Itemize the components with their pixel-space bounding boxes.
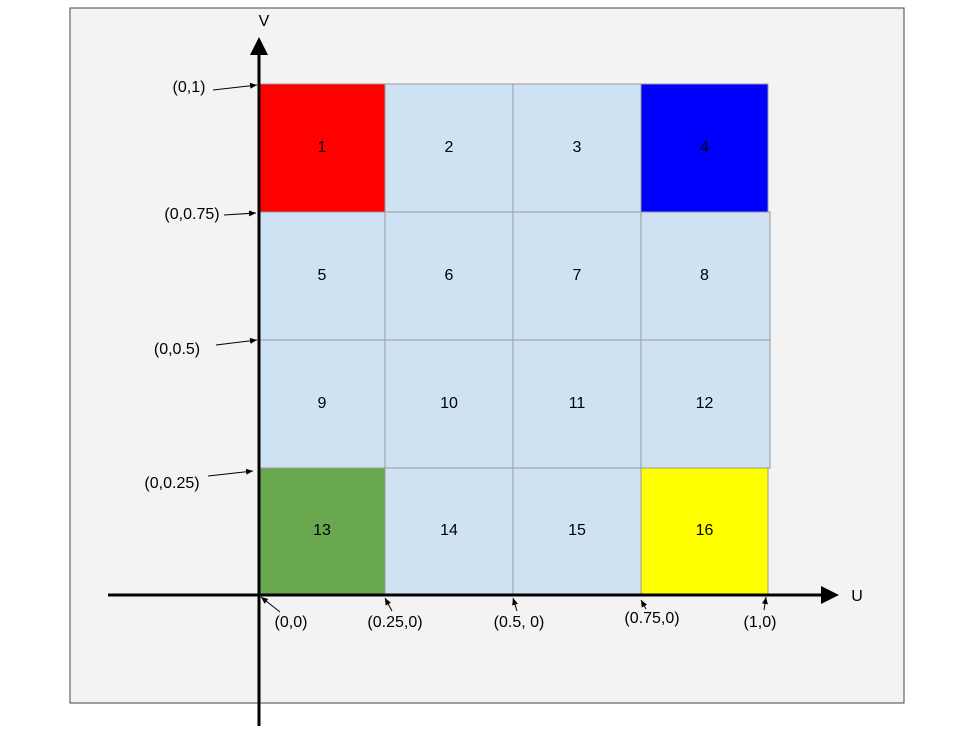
coordinate-label: (0.25,0) bbox=[367, 614, 422, 631]
cell bbox=[384, 467, 514, 595]
cell-label: 13 bbox=[313, 522, 331, 539]
cell bbox=[512, 211, 642, 341]
cell bbox=[384, 83, 514, 213]
cell-label: 14 bbox=[440, 522, 458, 539]
pointer-arrow bbox=[207, 468, 254, 477]
coordinate-label: (0,0.5) bbox=[154, 341, 200, 358]
pointer-arrow bbox=[512, 597, 518, 612]
pointer-arrow bbox=[640, 599, 648, 610]
cell bbox=[640, 467, 769, 595]
v-label: V bbox=[259, 13, 270, 30]
coordinate-labels: (0,1) (0,0.75) (0,0.5) (0,0.25) (0,0) (0.25,0… bbox=[144, 79, 776, 631]
coordinate-label: (0.5, 0) bbox=[494, 614, 545, 631]
cell-label: 16 bbox=[696, 522, 714, 539]
pointer-arrow bbox=[212, 82, 258, 91]
cell bbox=[512, 83, 642, 213]
u-label: U bbox=[851, 588, 863, 605]
cell-label: 12 bbox=[696, 395, 714, 412]
cell bbox=[258, 339, 386, 469]
cell bbox=[512, 339, 642, 469]
cell-label: 3 bbox=[573, 139, 582, 156]
pointer-arrow bbox=[215, 337, 258, 346]
coordinate-label: (0,0) bbox=[275, 614, 308, 631]
coordinate-label: (0,0.25) bbox=[144, 475, 199, 492]
cell bbox=[640, 83, 769, 213]
cell-label: 8 bbox=[700, 267, 709, 284]
cell-label: 6 bbox=[445, 267, 454, 284]
cell-label: 9 bbox=[318, 395, 327, 412]
pointer-arrow bbox=[223, 210, 257, 217]
pointer-arrow bbox=[761, 596, 768, 611]
coordinate-label: (0,1) bbox=[173, 79, 206, 96]
cell-label: 7 bbox=[573, 267, 582, 284]
cell-label: 1 bbox=[318, 139, 327, 156]
coordinate-label: (0.75,0) bbox=[624, 610, 679, 627]
cell bbox=[258, 467, 386, 595]
cell-label: 15 bbox=[568, 522, 586, 539]
cell-label: 5 bbox=[318, 267, 327, 284]
cell bbox=[512, 467, 642, 595]
cell-label: 10 bbox=[440, 395, 458, 412]
cell-label: 4 bbox=[700, 139, 709, 156]
cell bbox=[258, 83, 386, 213]
pointer-arrow bbox=[260, 596, 281, 613]
cell bbox=[258, 211, 386, 341]
coordinate-label: (0,0.75) bbox=[164, 206, 219, 223]
cell bbox=[640, 339, 771, 469]
pointer-arrow bbox=[384, 597, 393, 612]
cell-label: 11 bbox=[569, 395, 586, 412]
coordinate-label: (1,0) bbox=[744, 614, 777, 631]
cell-label: 2 bbox=[445, 139, 454, 156]
